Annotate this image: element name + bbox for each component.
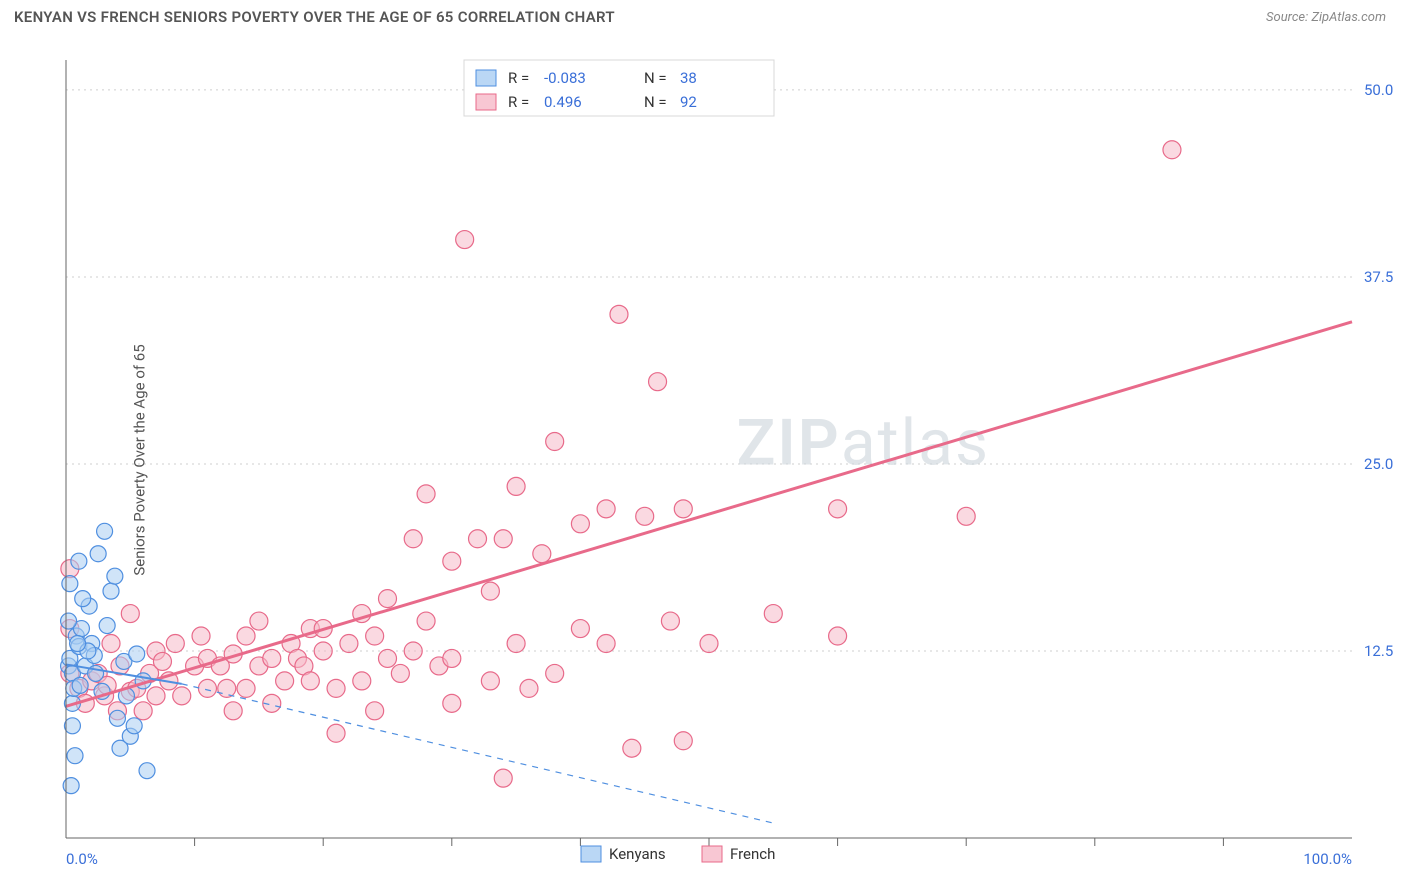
svg-text:50.0%: 50.0% [1364,81,1394,99]
svg-text:92: 92 [680,93,697,111]
svg-text:N =: N = [644,93,667,111]
svg-text:38: 38 [680,69,697,87]
svg-text:100.0%: 100.0% [1303,850,1352,868]
chart-title: KENYAN VS FRENCH SENIORS POVERTY OVER TH… [14,8,615,26]
svg-text:French: French [730,845,775,863]
svg-text:R =: R = [508,93,529,111]
svg-text:25.0%: 25.0% [1364,455,1394,473]
svg-text:R =: R = [508,69,529,87]
svg-text:12.5%: 12.5% [1364,642,1394,660]
chart-svg: 12.5%25.0%37.5%50.0%ZIPatlas0.0%100.0%R … [14,42,1394,878]
svg-text:0.496: 0.496 [544,93,582,111]
svg-text:37.5%: 37.5% [1364,268,1394,286]
svg-text:0.0%: 0.0% [66,850,98,868]
source-prefix: Source: [1266,10,1311,25]
svg-text:N =: N = [644,69,667,87]
svg-text:-0.083: -0.083 [544,69,586,87]
source-name: ZipAtlas.com [1311,10,1386,25]
svg-text:Kenyans: Kenyans [609,845,666,863]
source-label: Source: ZipAtlas.com [1266,10,1386,25]
y-axis-label: Seniors Poverty Over the Age of 65 [131,344,149,575]
chart-area: Seniors Poverty Over the Age of 65 12.5%… [14,42,1394,878]
